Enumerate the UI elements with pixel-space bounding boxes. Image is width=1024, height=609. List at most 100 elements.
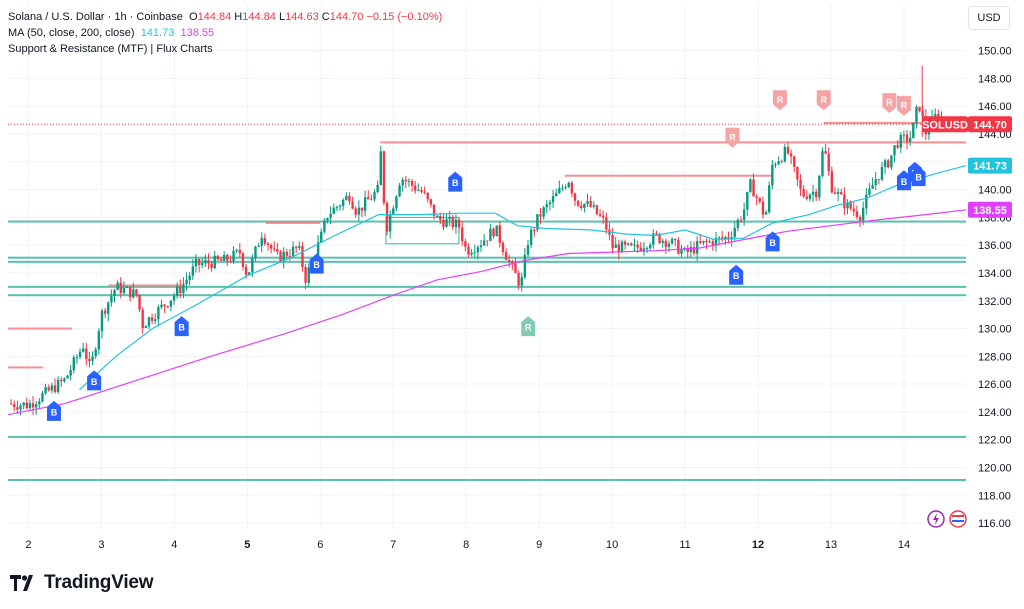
candle-body	[439, 216, 442, 220]
candle-body	[407, 180, 411, 182]
support-marker-shape	[521, 316, 536, 337]
candle-body	[473, 252, 476, 254]
candle-body	[404, 179, 408, 182]
candle-body	[774, 164, 777, 166]
candle-body	[197, 258, 201, 265]
candle-body	[294, 246, 298, 248]
candle-body	[893, 145, 896, 156]
chart-legend: Solana / U.S. Dollar · 1h · Coinbase O14…	[8, 9, 442, 57]
candle-body	[301, 246, 304, 268]
candle-body	[780, 161, 783, 163]
candle-body	[814, 191, 818, 198]
tradingview-brand: TradingView	[44, 572, 154, 593]
tradingview-logo-icon	[10, 575, 33, 591]
candle-body	[492, 228, 495, 237]
low-value: 144.63	[285, 11, 319, 23]
candle-body	[680, 249, 683, 254]
candle-body	[379, 151, 382, 186]
candle-body	[840, 191, 843, 195]
time-axis[interactable]: 2 3 4 5 6 7 8 9 10 11 12 13 14	[25, 539, 910, 551]
buy-marker: B	[174, 316, 189, 337]
tradingview-logo[interactable]: TradingView	[10, 572, 154, 594]
candle-body	[711, 241, 715, 246]
candle-body	[799, 179, 802, 189]
candle-body	[201, 263, 204, 265]
price-tick-label: 116.00	[978, 518, 1011, 530]
resistance-marker-shape	[896, 95, 911, 116]
candle-body	[874, 179, 877, 186]
candle-body	[580, 205, 583, 208]
resistance-marker-shape	[816, 90, 831, 111]
candle-body	[388, 214, 392, 232]
candle-body	[166, 306, 169, 308]
candle-body	[567, 182, 570, 188]
candle-body	[558, 188, 561, 194]
candle-body	[370, 199, 373, 201]
buy-marker: B	[729, 264, 744, 285]
candle-body	[432, 204, 436, 217]
resistance-marker: R	[772, 90, 787, 111]
candle-body	[605, 217, 608, 230]
candle-body	[899, 134, 902, 148]
time-tick-label: 2	[25, 539, 31, 551]
candle-body	[786, 146, 790, 154]
candle-body	[445, 219, 448, 227]
candle-body	[908, 138, 912, 142]
candle-body	[338, 205, 342, 207]
candle-body	[238, 249, 242, 254]
candle-body	[160, 304, 163, 308]
candle-body	[448, 216, 451, 220]
candle-body	[595, 205, 599, 215]
resistance-marker: R	[882, 93, 897, 114]
candle-body	[633, 244, 636, 246]
candle-body	[667, 243, 671, 247]
candle-body	[291, 246, 295, 256]
candle-body	[495, 225, 498, 237]
candle-body	[789, 153, 793, 157]
buy-marker-label: B	[733, 271, 740, 281]
symbol-title[interactable]: Solana / U.S. Dollar · 1h · Coinbase	[8, 11, 183, 23]
candle-body	[589, 200, 592, 207]
candle-body	[539, 214, 542, 217]
candle-body	[695, 241, 699, 254]
support-line	[8, 294, 966, 297]
resistance-marker: R	[816, 90, 831, 111]
price-tick-label: 122.00	[978, 435, 1012, 447]
symbol-tag: SOLUSD	[922, 119, 968, 131]
candle-body	[266, 243, 270, 246]
candle-body	[598, 214, 602, 216]
candle-body	[902, 134, 906, 136]
buy-marker-label: B	[313, 260, 320, 270]
candle-body	[843, 194, 846, 209]
support-marker: R	[521, 316, 536, 337]
time-tick-label: 12	[752, 539, 764, 551]
candle-body	[470, 252, 473, 255]
time-tick-label: 6	[317, 539, 323, 551]
candle-body	[761, 201, 765, 215]
candle-body	[504, 251, 508, 261]
resistance-marker-shape	[882, 93, 897, 114]
candle-body	[611, 234, 614, 248]
buy-marker-shape	[896, 170, 911, 191]
candle-body	[623, 241, 627, 245]
price-tick-label: 140.00	[978, 185, 1012, 197]
candle-body	[686, 247, 689, 252]
candle-body	[702, 240, 705, 243]
candle-body	[771, 164, 774, 186]
candle-body	[119, 282, 122, 294]
candle-body	[464, 241, 467, 247]
indicator-row[interactable]: Support & Resistance (MTF) | Flux Charts	[8, 41, 442, 57]
price-tick-label: 148.00	[978, 73, 1012, 85]
high-value: 144.84	[242, 11, 276, 23]
candle-body	[808, 194, 812, 199]
candle-body	[855, 211, 859, 217]
high-label: H	[234, 11, 243, 23]
ma-row[interactable]: MA (50, close, 200, close) 141.73 138.55	[8, 25, 442, 41]
candle-body	[692, 246, 696, 254]
candle-body	[670, 238, 674, 244]
currency-button[interactable]: USD	[968, 6, 1010, 30]
candle-body	[357, 207, 361, 215]
buy-marker-shape	[46, 400, 61, 421]
candle-body	[912, 122, 915, 139]
